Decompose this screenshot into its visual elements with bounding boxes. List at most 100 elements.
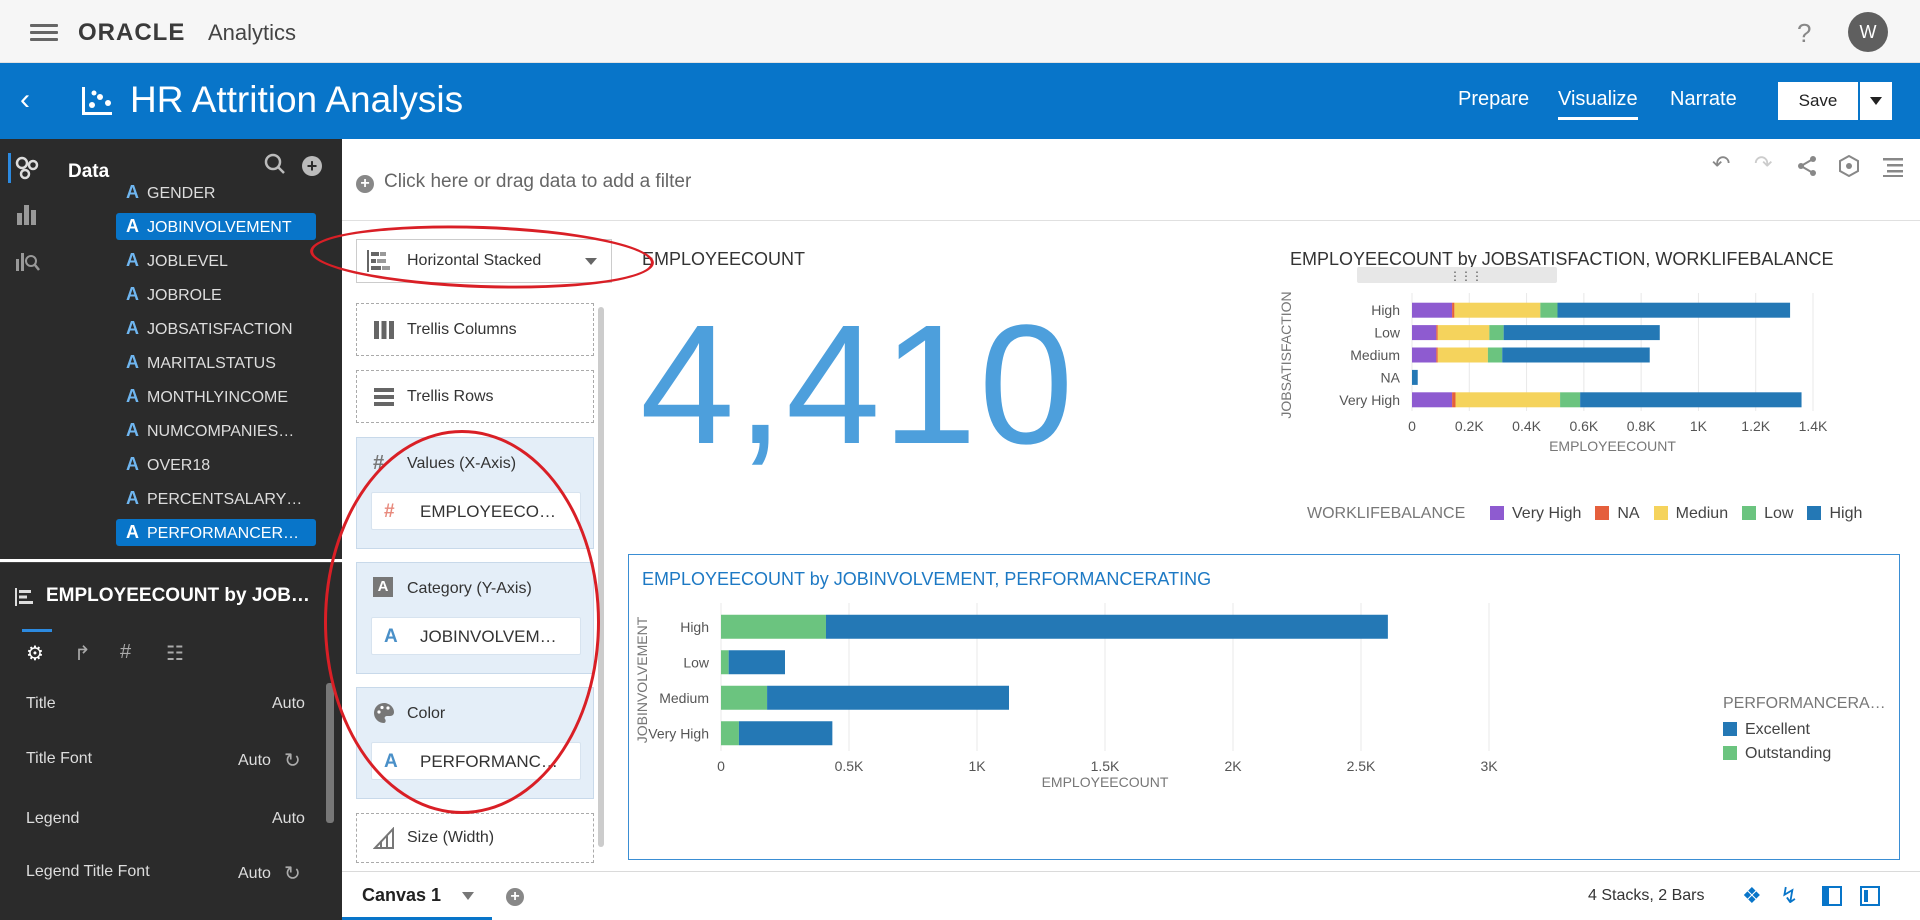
filter-bar[interactable]: + Click here or drag data to add a filte… [342,139,1920,221]
viz-type-selector[interactable]: Horizontal Stacked [356,239,612,283]
reset-refresh-icon[interactable]: ↻ [284,863,301,885]
bar-segment[interactable] [767,685,1009,710]
user-avatar[interactable]: W [1848,12,1888,52]
category-y-axis-drop[interactable]: A Category (Y-Axis) A JOBINVOLVEM… [356,562,594,674]
bar-segment[interactable] [1455,392,1561,408]
filter-placeholder[interactable]: Click here or drag data to add a filter [384,171,692,192]
tab-prepare[interactable]: Prepare [1458,88,1530,110]
analytics-icon[interactable] [14,247,40,273]
color-pill[interactable]: A PERFORMANC… [371,742,581,780]
legend-item[interactable]: Outstanding [1723,745,1831,763]
bar-segment[interactable] [1412,325,1437,341]
values-x-axis-drop[interactable]: # Values (X-Axis) # EMPLOYEECO… [356,437,594,549]
bar-segment[interactable] [1437,347,1488,363]
values-pill[interactable]: # EMPLOYEECO… [371,492,581,530]
bar-segment[interactable] [1503,325,1660,341]
bar-segment[interactable] [1557,302,1791,318]
number-format-hash-icon[interactable]: # [120,641,132,663]
trellis-columns-drop[interactable]: Trellis Columns [356,303,594,356]
properties-scrollbar[interactable] [326,683,334,823]
field-joblevel[interactable]: A JOBLEVEL [116,247,316,274]
bar-segment[interactable] [721,650,729,675]
bar-segment[interactable] [1412,392,1453,408]
chevron-down-icon[interactable] [462,892,474,900]
bar-segment[interactable] [1487,347,1503,363]
back-icon[interactable]: ‹ [20,83,30,116]
bar-segment[interactable] [1436,325,1438,341]
size-width-drop[interactable]: Size (Width) [356,813,594,863]
search-icon[interactable] [264,153,286,175]
axis-icon[interactable]: ↱ [74,643,91,665]
prop-title-value[interactable]: Auto [272,695,305,712]
bar-segment[interactable] [1452,392,1456,408]
field-maritalstatus[interactable]: A MARITALSTATUS [116,349,316,376]
field-performancerating[interactable]: A PERFORMANCER… [116,519,316,546]
save-dropdown-chevron-icon[interactable] [1860,82,1892,120]
undo-icon[interactable]: ↶ [1712,151,1731,176]
bar-segment[interactable] [738,721,833,746]
panel-right-icon[interactable] [1860,886,1880,906]
panel-left-icon[interactable] [1822,886,1842,906]
field-monthlyincome[interactable]: A MONTHLYINCOME [116,383,316,410]
bar-segment[interactable] [1412,347,1437,363]
general-settings-gear-icon[interactable]: ⚙ [26,643,44,665]
field-jobrole[interactable]: A JOBROLE [116,281,316,308]
bottom-chart-tile[interactable]: EMPLOYEECOUNT by JOBINVOLVEMENT, PERFORM… [628,554,1900,860]
legend-item[interactable]: Very High [1490,505,1581,523]
bar-segment[interactable] [721,614,826,639]
field-jobsatisfaction[interactable]: A JOBSATISFACTION [116,315,316,342]
bar-segment[interactable] [1580,392,1802,408]
bar-segment[interactable] [1454,302,1541,318]
prop-title-font-value[interactable]: Auto [238,752,271,769]
bar-segment[interactable] [721,685,768,710]
legend-item[interactable]: Excellent [1723,721,1831,739]
field-percentsalary[interactable]: A PERCENTSALARY… [116,485,316,512]
share-icon[interactable] [1796,155,1818,177]
bar-segment[interactable] [728,650,785,675]
visualizations-icon[interactable] [14,201,40,227]
bar-segment[interactable] [1412,302,1453,318]
top-stacked-bar-chart[interactable]: 0 0.2K 0.4K 0.6K 0.8K 1K 1.2K 1.4K High Low Medium… [1277,283,1887,463]
legend-item[interactable]: Mediun [1653,505,1728,523]
bottom-stacked-bar-chart[interactable]: 0 0.5K 1K 1.5K 2K 2.5K 3K High Low Medium Very Hig… [629,601,1689,857]
category-pill[interactable]: A JOBINVOLVEM… [371,617,581,655]
field-gender[interactable]: A GENDER [116,179,316,206]
prop-legend-title-font-value[interactable]: Auto [238,865,271,882]
hamburger-menu-icon[interactable] [30,24,58,42]
field-jobinvolvement[interactable]: A JOBINVOLVEMENT [116,213,316,240]
bar-segment[interactable] [1437,325,1490,341]
tab-narrate[interactable]: Narrate [1670,88,1737,110]
bar-segment[interactable] [1560,392,1581,408]
legend-item[interactable]: High [1807,505,1862,523]
tile-drag-handle[interactable]: ⋮⋮⋮ [1357,267,1557,283]
data-panel-icon[interactable] [14,155,40,181]
auto-layout-icon[interactable]: ❖ [1742,883,1762,908]
bar-segment[interactable] [1502,347,1650,363]
add-canvas-icon[interactable]: + [506,888,524,906]
prop-legend-value[interactable]: Auto [272,810,305,827]
redo-icon[interactable]: ↷ [1754,151,1773,176]
add-data-icon[interactable]: + [302,156,322,176]
bar-segment[interactable] [721,721,739,746]
legend-item[interactable]: Low [1742,505,1793,523]
tab-visualize[interactable]: Visualize [1558,88,1638,120]
settings-hex-icon[interactable] [1838,155,1860,177]
canvas-tab[interactable]: Canvas 1 [342,872,492,920]
bar-segment[interactable] [825,614,1388,639]
help-icon[interactable]: ? [1797,18,1812,48]
bar-segment[interactable] [1436,347,1438,363]
bar-segment[interactable] [1452,302,1455,318]
add-filter-icon[interactable]: + [356,175,374,193]
trellis-rows-drop[interactable]: Trellis Rows [356,370,594,423]
reset-refresh-icon[interactable]: ↻ [284,750,301,772]
grammar-scrollbar[interactable] [598,307,604,847]
menu-list-icon[interactable] [1882,155,1904,177]
auto-apply-lightning-icon[interactable]: ↯ [1780,883,1799,908]
bar-segment[interactable] [1540,302,1558,318]
field-numcompanies[interactable]: A NUMCOMPANIES… [116,417,316,444]
color-drop[interactable]: Color A PERFORMANC… [356,687,594,799]
bar-segment[interactable] [1412,369,1418,385]
bar-segment[interactable] [1489,325,1504,341]
save-button[interactable]: Save [1778,82,1858,120]
field-over18[interactable]: A OVER18 [116,451,316,478]
